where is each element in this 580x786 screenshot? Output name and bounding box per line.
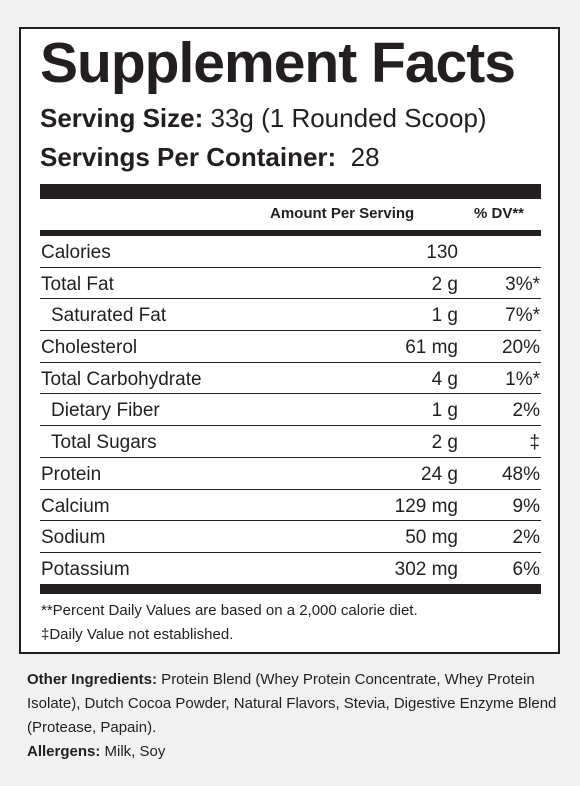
nutrient-name: Protein [41,463,102,485]
footnote-daily-values: **Percent Daily Values are based on a 2,… [41,602,418,619]
nutrient-amount: 1 g [431,305,458,327]
table-row: Total Carbohydrate 4 g 1%* [40,363,541,395]
table-row: Sodium 50 mg 2% [40,521,541,553]
nutrient-amount: 302 mg [394,558,458,580]
panel-title: Supplement Facts [40,31,516,95]
other-ingredients: Other Ingredients: Protein Blend (Whey P… [27,668,557,740]
servings-per-container: Servings Per Container: 28 [40,144,380,170]
nutrient-name: Calcium [41,495,110,517]
servings-per-container-value: 28 [336,142,380,172]
table-row: Calories 130 [40,236,541,268]
nutrient-dv: 9% [512,495,540,517]
nutrient-name: Sodium [41,527,106,549]
footnote-not-established: ‡Daily Value not established. [41,626,234,643]
table-row: Dietary Fiber 1 g 2% [40,394,541,427]
nutrient-dv: 1%* [505,368,540,390]
header-divider-bar [40,230,541,236]
nutrient-amount: 24 g [421,463,458,485]
nutrient-dv: 48% [501,463,540,485]
other-ingredients-label: Other Ingredients: [27,671,158,688]
table-row: Potassium 302 mg 6% [40,553,541,585]
nutrient-name: Potassium [41,558,130,580]
allergens-label: Allergens: [27,743,101,760]
table-row: Protein 24 g 48% [40,458,541,490]
servings-per-container-label: Servings Per Container: [40,142,337,172]
serving-size: Serving Size: 33g (1 Rounded Scoop) [40,105,487,131]
nutrient-name: Total Carbohydrate [41,368,202,390]
table-row: Total Sugars 2 g ‡ [40,426,541,458]
nutrient-amount: 2 g [431,273,458,295]
dv-column-header: % DV** [474,205,525,222]
serving-size-label: Serving Size: [40,103,204,133]
supplement-facts-panel: Supplement Facts Serving Size: 33g (1 Ro… [19,27,560,654]
nutrient-dv: 2% [512,527,540,549]
nutrient-amount: 130 [426,242,458,263]
nutrient-dv: 6% [512,558,540,580]
allergens-text: Milk, Soy [100,743,166,760]
nutrient-amount: 2 g [431,432,458,454]
nutrient-dv: 20% [501,337,540,359]
amount-column-header: Amount Per Serving [270,205,415,222]
bottom-divider-bar [40,584,541,594]
serving-size-value: 33g (1 Rounded Scoop) [203,103,487,133]
nutrient-name: Total Fat [41,273,114,295]
nutrient-amount: 50 mg [405,527,458,549]
table-row: Total Fat 2 g 3%* [40,268,541,300]
nutrient-dv: ‡ [529,432,540,454]
allergens: Allergens: Milk, Soy [27,740,165,764]
nutrient-table: Calories 130 Total Fat 2 g 3%* Saturated… [40,236,541,585]
nutrient-amount: 1 g [431,400,458,422]
nutrient-dv: 2% [512,400,540,422]
table-row: Cholesterol 61 mg 20% [40,331,541,363]
table-row: Saturated Fat 1 g 7%* [40,299,541,332]
nutrient-dv: 3%* [505,273,540,295]
nutrient-name: Calories [41,242,111,263]
top-divider-bar [40,184,541,199]
nutrient-name: Cholesterol [41,337,138,359]
nutrient-name: Dietary Fiber [51,400,160,422]
nutrient-name: Saturated Fat [51,305,167,327]
nutrient-amount: 4 g [431,368,458,390]
other-ingredients-text: Protein Blend (Whey Protein Concentrate,… [27,671,557,736]
nutrient-amount: 129 mg [394,495,458,517]
nutrient-amount: 61 mg [405,337,458,359]
nutrient-name: Total Sugars [51,432,157,454]
table-row: Calcium 129 mg 9% [40,490,541,522]
nutrient-dv: 7%* [505,305,540,327]
